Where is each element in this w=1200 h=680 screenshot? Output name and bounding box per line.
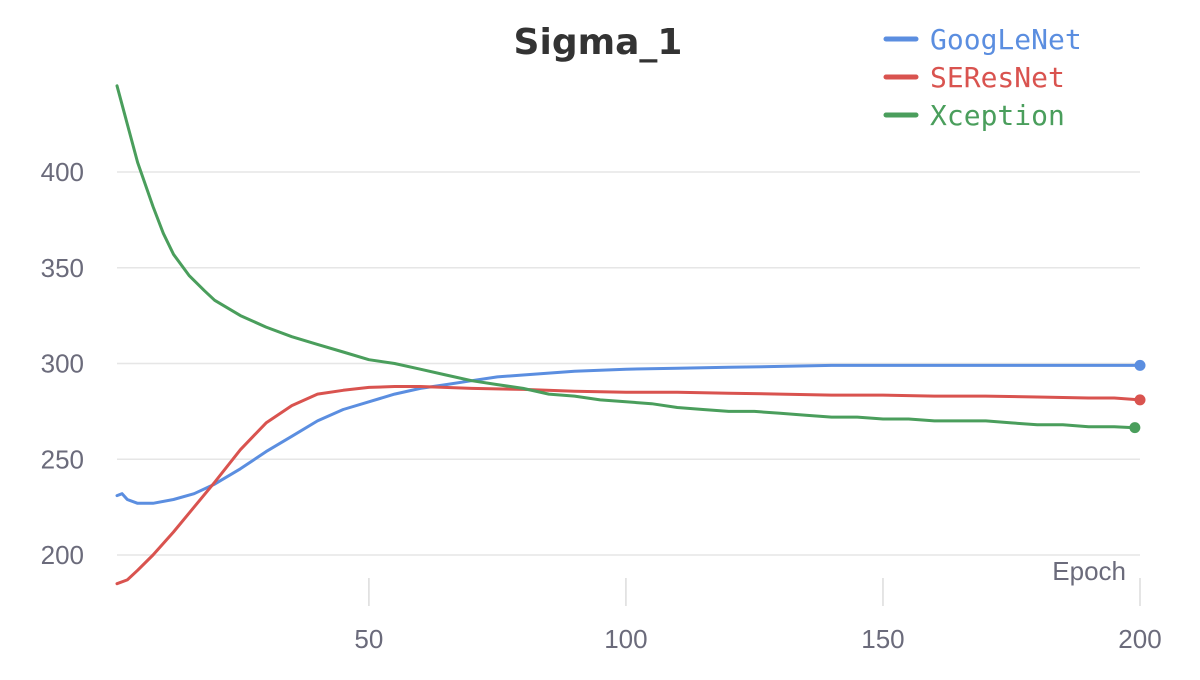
x-tick-label: 50 [354,624,383,654]
series-line-seresnet [115,385,1142,586]
gridlines [117,171,1140,556]
legend: GoogLeNet SEResNet Xception [883,23,1082,132]
chart-title: Sigma_1 [514,22,683,63]
legend-label: SEResNet [930,61,1065,94]
x-axis-label: Epoch [1052,556,1126,586]
x-tick-label: 200 [1118,624,1161,654]
series-line-googlenet [115,363,1142,505]
y-tick-label: 300 [41,349,84,379]
series-line-xception [115,84,1137,430]
y-tick-label: 350 [41,253,84,283]
series-end-marker-seresnet [1134,394,1146,406]
x-tick-label: 150 [861,624,904,654]
legend-label: GoogLeNet [930,23,1082,56]
series-lines [115,84,1146,586]
x-axis-ticks: 50 100 150 200 [354,578,1162,654]
series-end-marker-googlenet [1134,359,1146,371]
x-tick-label: 100 [604,624,647,654]
legend-label: Xception [930,99,1065,132]
y-tick-label: 250 [41,444,84,474]
y-tick-label: 200 [41,540,84,570]
y-tick-label: 400 [41,157,84,187]
series-end-marker-xception [1129,422,1141,434]
y-axis-ticks: 200 250 300 350 400 [41,157,84,570]
